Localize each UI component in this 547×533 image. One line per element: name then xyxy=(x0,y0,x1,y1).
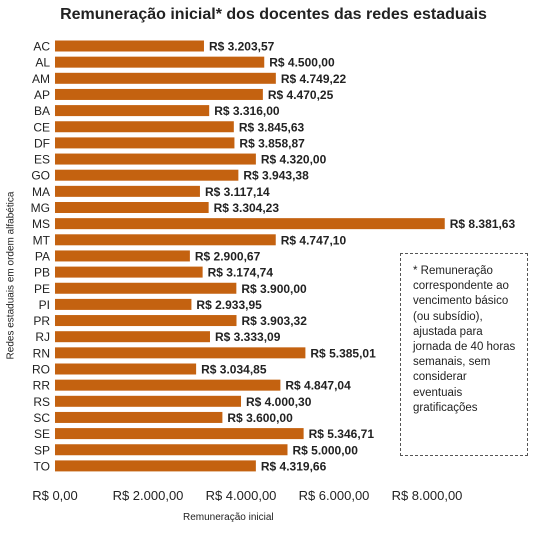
bar-ap xyxy=(55,88,263,100)
bar-rn xyxy=(55,347,306,359)
footnote-box: * Remuneração correspondente ao vencimen… xyxy=(400,253,528,456)
bar-df xyxy=(55,137,235,149)
value-label-mg: R$ 3.304,23 xyxy=(214,201,280,215)
bar-sp xyxy=(55,444,288,456)
category-label-pe: PE xyxy=(34,282,50,296)
chart-title: Remuneração inicial* dos docentes das re… xyxy=(60,6,487,23)
value-label-to: R$ 4.319,66 xyxy=(261,459,327,473)
x-tick-label-1: R$ 2.000,00 xyxy=(113,488,184,503)
y-axis-label: Redes estaduais em ordem alfabética xyxy=(5,191,17,360)
category-label-to: TO xyxy=(34,459,50,473)
value-label-pr: R$ 3.903,32 xyxy=(242,314,308,328)
category-label-ac: AC xyxy=(33,40,50,54)
category-label-es: ES xyxy=(34,153,50,167)
category-label-df: DF xyxy=(34,136,50,150)
value-label-ms: R$ 8.381,63 xyxy=(450,217,516,231)
bar-to xyxy=(55,460,256,472)
category-label-rn: RN xyxy=(33,346,50,360)
bar-pi xyxy=(55,298,192,310)
bar-mt xyxy=(55,234,276,246)
value-label-sp: R$ 5.000,00 xyxy=(293,443,359,457)
bar-ce xyxy=(55,121,234,133)
value-label-am: R$ 4.749,22 xyxy=(281,72,347,86)
bar-ma xyxy=(55,185,200,197)
category-label-ro: RO xyxy=(32,363,50,377)
category-label-ms: MS xyxy=(32,217,50,231)
bar-ms xyxy=(55,218,445,230)
value-label-pi: R$ 2.933,95 xyxy=(196,298,262,312)
bar-ro xyxy=(55,363,197,375)
bar-se xyxy=(55,428,304,440)
category-label-se: SE xyxy=(34,427,50,441)
category-label-ba: BA xyxy=(34,104,50,118)
value-label-pb: R$ 3.174,74 xyxy=(208,266,274,280)
bar-am xyxy=(55,72,276,84)
value-label-al: R$ 4.500,00 xyxy=(269,56,335,70)
bar-sc xyxy=(55,411,223,423)
bar-pr xyxy=(55,315,237,327)
bar-ac xyxy=(55,40,204,52)
category-label-ce: CE xyxy=(33,120,50,134)
x-tick-label-4: R$ 8.000,00 xyxy=(392,488,463,503)
value-label-pa: R$ 2.900,67 xyxy=(195,249,261,263)
category-label-rj: RJ xyxy=(35,330,50,344)
category-label-pa: PA xyxy=(35,249,50,263)
value-label-rn: R$ 5.385,01 xyxy=(310,346,376,360)
value-label-ac: R$ 3.203,57 xyxy=(209,40,275,54)
value-label-se: R$ 5.346,71 xyxy=(309,427,375,441)
category-label-pr: PR xyxy=(33,314,50,328)
category-label-ap: AP xyxy=(34,88,50,102)
bar-es xyxy=(55,153,256,165)
category-label-pb: PB xyxy=(34,266,50,280)
bar-ba xyxy=(55,105,210,117)
category-label-sc: SC xyxy=(33,411,50,425)
value-label-ro: R$ 3.034,85 xyxy=(201,363,267,377)
value-label-es: R$ 4.320,00 xyxy=(261,153,327,167)
x-tick-label-3: R$ 6.000,00 xyxy=(299,488,370,503)
value-label-pe: R$ 3.900,00 xyxy=(241,282,307,296)
bar-pa xyxy=(55,250,190,262)
value-label-ap: R$ 4.470,25 xyxy=(268,88,334,102)
bar-al xyxy=(55,56,265,68)
value-label-ba: R$ 3.316,00 xyxy=(214,104,280,118)
value-label-ce: R$ 3.845,63 xyxy=(239,120,305,134)
bar-mg xyxy=(55,202,209,213)
category-label-ma: MA xyxy=(32,185,50,199)
bar-rs xyxy=(55,395,242,407)
x-axis-label: Remuneração inicial xyxy=(183,512,274,523)
value-label-rs: R$ 4.000,30 xyxy=(246,395,312,409)
bar-go xyxy=(55,169,239,181)
value-label-sc: R$ 3.600,00 xyxy=(227,411,293,425)
bar-rj xyxy=(55,331,210,343)
value-label-df: R$ 3.858,87 xyxy=(239,136,305,150)
value-label-rr: R$ 4.847,04 xyxy=(285,379,351,393)
category-label-pi: PI xyxy=(39,298,50,312)
category-label-rr: RR xyxy=(33,379,51,393)
x-tick-label-0: R$ 0,00 xyxy=(32,488,78,503)
category-label-sp: SP xyxy=(34,443,50,457)
value-label-rj: R$ 3.333,09 xyxy=(215,330,281,344)
bar-pe xyxy=(55,282,237,294)
category-label-al: AL xyxy=(35,56,50,70)
category-label-rs: RS xyxy=(33,395,50,409)
category-label-mg: MG xyxy=(31,201,50,215)
category-label-am: AM xyxy=(32,72,50,86)
footnote-text: * Remuneração correspondente ao vencimen… xyxy=(413,265,516,414)
value-label-go: R$ 3.943,38 xyxy=(243,169,309,183)
category-label-go: GO xyxy=(31,169,50,183)
x-tick-label-2: R$ 4.000,00 xyxy=(206,488,277,503)
bar-pb xyxy=(55,266,203,278)
value-label-mt: R$ 4.747,10 xyxy=(281,233,347,247)
category-label-mt: MT xyxy=(33,233,51,247)
bar-rr xyxy=(55,379,281,391)
value-label-ma: R$ 3.117,14 xyxy=(205,185,270,199)
